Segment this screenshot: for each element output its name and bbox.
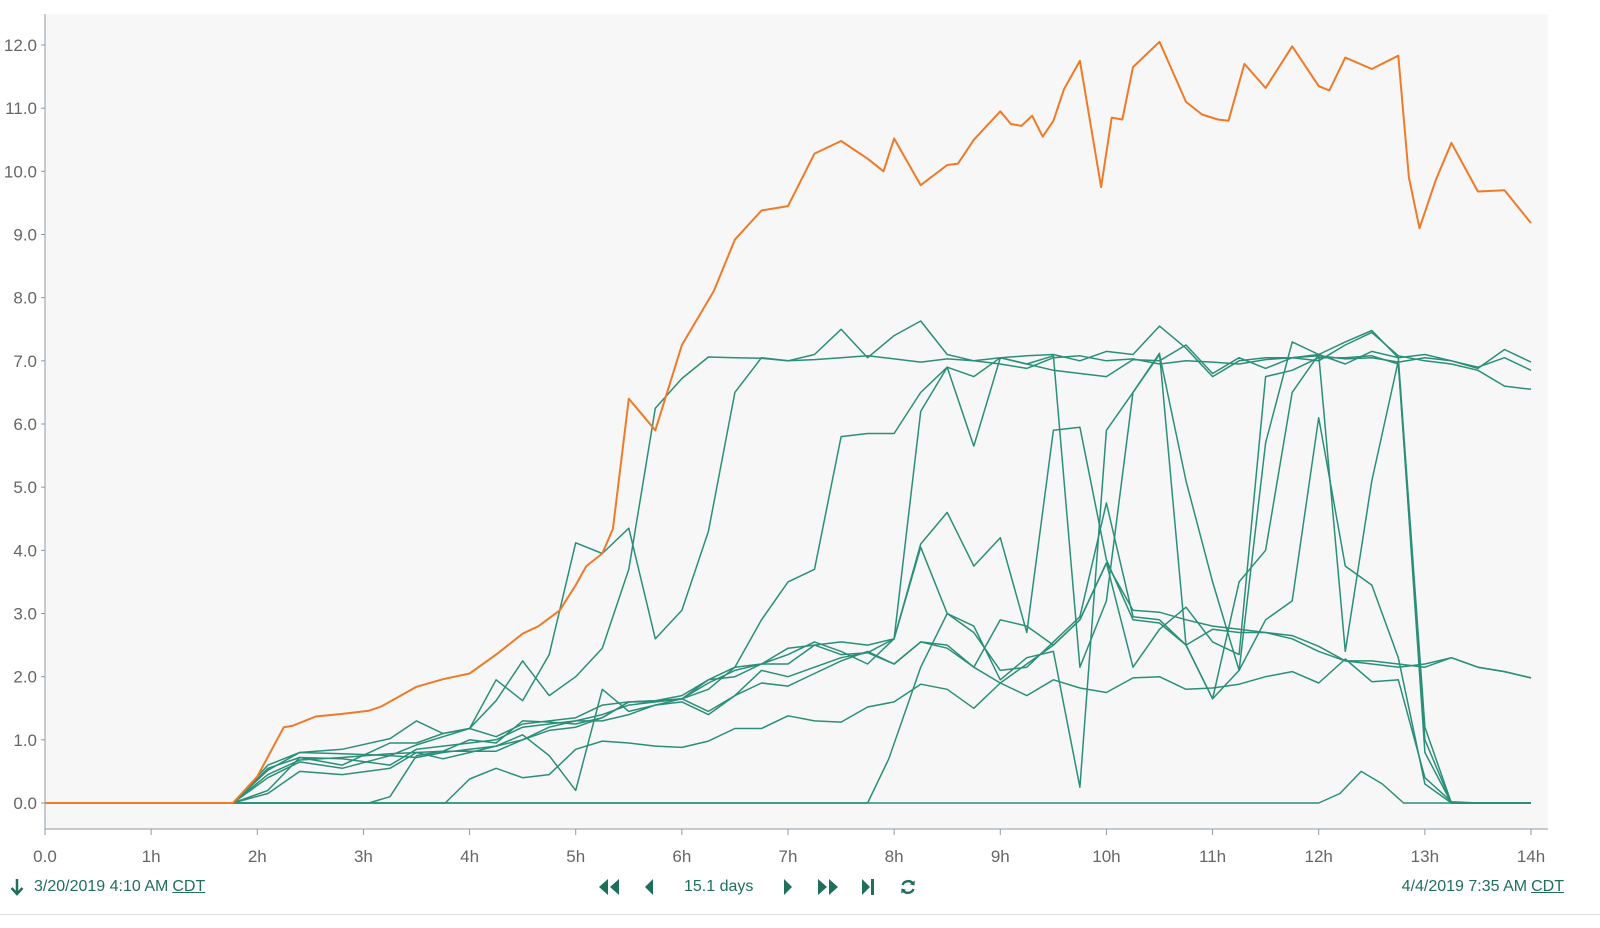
step-back-icon[interactable] — [636, 874, 662, 900]
series-line[interactable] — [45, 770, 1531, 804]
highlighted-series-line[interactable] — [45, 40, 1532, 804]
series-line[interactable] — [45, 352, 1531, 804]
step-forward-icon[interactable] — [775, 874, 801, 900]
footer-divider — [0, 914, 1600, 915]
y-tick-label: 4.0 — [13, 541, 37, 560]
time-range-bar: 3/20/2019 4:10 AM CDT 15.1 days — [0, 868, 1600, 912]
fast-forward-icon[interactable] — [815, 874, 841, 900]
y-tick-label: 12.0 — [4, 36, 37, 55]
series-line[interactable] — [45, 353, 1531, 804]
x-tick-label: 5h — [566, 847, 585, 866]
x-tick-label: 8h — [885, 847, 904, 866]
rewind-icon[interactable] — [596, 874, 622, 900]
x-tick-label: 12h — [1305, 847, 1333, 866]
y-tick-label: 5.0 — [13, 478, 37, 497]
y-tick-label: 6.0 — [13, 415, 37, 434]
start-time: 3/20/2019 4:10 AM CDT — [10, 878, 205, 896]
x-axis: 0.0 1h 2h 3h 4h 5h 6h 7h 8h 9h 10h 11h 12h 13h 14h — [33, 828, 1548, 866]
x-tick-label: 9h — [991, 847, 1010, 866]
x-tick-label: 6h — [672, 847, 691, 866]
x-tick-label: 11h — [1199, 847, 1226, 866]
time-navigation: 15.1 days — [596, 874, 921, 900]
y-tick-label: 8.0 — [13, 289, 37, 308]
x-tick-label: 14h — [1517, 847, 1545, 866]
y-tick-label: 9.0 — [13, 226, 37, 245]
y-tick-label: 0.0 — [13, 794, 37, 813]
end-date: 4/4/2019 7:35 AM — [1401, 878, 1528, 895]
start-date: 3/20/2019 4:10 AM — [34, 878, 169, 895]
end-timezone-link[interactable]: CDT — [1531, 878, 1564, 895]
x-tick-label: 4h — [460, 847, 479, 866]
x-tick-label: 13h — [1411, 847, 1439, 866]
x-tick-label: 2h — [248, 847, 267, 866]
y-tick-label: 1.0 — [13, 731, 37, 750]
y-axis: 0.0 1.0 2.0 3.0 4.0 5.0 6.0 7.0 8.0 9.0 10.0 11.0 12… — [4, 14, 46, 829]
end-time: 4/4/2019 7:35 AM CDT — [1402, 878, 1564, 896]
arrow-down-icon[interactable] — [10, 878, 24, 896]
x-tick-label: 0.0 — [33, 847, 57, 866]
y-tick-label: 2.0 — [13, 668, 37, 687]
jump-to-end-icon[interactable] — [855, 874, 881, 900]
refresh-icon[interactable] — [895, 874, 921, 900]
y-tick-label: 10.0 — [4, 162, 37, 181]
trend-chart: 0.0 1.0 2.0 3.0 4.0 5.0 6.0 7.0 8.0 9.0 10.0 11.0 12… — [4, 14, 1548, 866]
y-tick-label: 7.0 — [13, 352, 37, 371]
start-timezone-link[interactable]: CDT — [172, 878, 206, 895]
series-lines — [45, 40, 1532, 804]
x-tick-label: 1h — [142, 847, 161, 866]
x-tick-label: 3h — [354, 847, 373, 866]
x-tick-label: 10h — [1092, 847, 1120, 866]
plot-area — [45, 14, 1548, 829]
series-line[interactable] — [45, 562, 1532, 804]
y-tick-label: 3.0 — [13, 605, 37, 624]
y-tick-label: 11.0 — [5, 99, 37, 118]
time-span-label[interactable]: 15.1 days — [684, 878, 754, 895]
x-tick-label: 7h — [779, 847, 798, 866]
